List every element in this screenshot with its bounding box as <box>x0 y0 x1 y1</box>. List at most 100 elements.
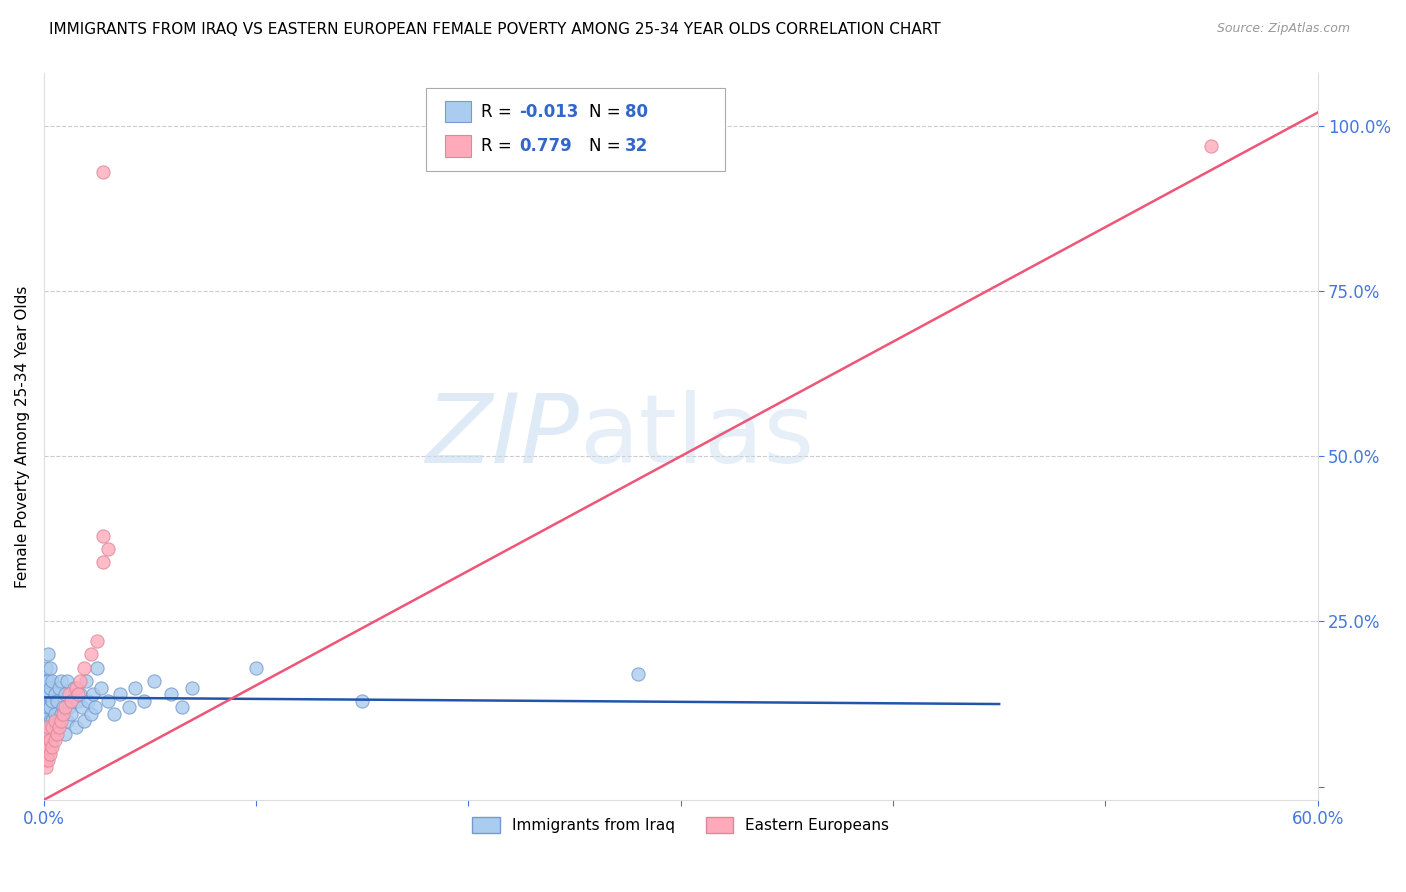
Point <box>37 720 59 734</box>
Point <box>79 706 101 721</box>
Point <box>37 739 59 754</box>
Text: N =: N = <box>589 103 626 120</box>
Point <box>32 700 55 714</box>
Point <box>35 760 58 774</box>
Point <box>66 687 89 701</box>
Point <box>35 700 58 714</box>
Point <box>77 694 100 708</box>
Point <box>132 694 155 708</box>
Point <box>1201 138 1223 153</box>
Text: atlas: atlas <box>579 390 814 483</box>
Point <box>41 739 63 754</box>
Point <box>39 681 62 695</box>
Point <box>86 661 108 675</box>
Point <box>41 720 63 734</box>
Text: -0.013: -0.013 <box>519 103 578 120</box>
Point <box>53 700 76 714</box>
Point <box>39 747 62 761</box>
Point <box>37 700 59 714</box>
Point <box>352 694 374 708</box>
Point <box>181 681 204 695</box>
Point <box>53 687 76 701</box>
Point <box>75 673 97 688</box>
Point <box>41 694 63 708</box>
Point <box>124 681 146 695</box>
Point <box>37 648 59 662</box>
Point <box>32 681 55 695</box>
Point <box>37 706 59 721</box>
Point <box>66 694 89 708</box>
Point <box>35 687 58 701</box>
Point <box>37 733 59 747</box>
Point <box>32 673 55 688</box>
Point <box>45 694 67 708</box>
Point <box>69 673 91 688</box>
Point <box>44 733 66 747</box>
Point <box>32 753 55 767</box>
Point <box>44 687 66 701</box>
Point <box>170 700 193 714</box>
Point <box>48 714 70 728</box>
Point <box>97 694 120 708</box>
Point <box>35 694 58 708</box>
Point <box>39 733 62 747</box>
Point <box>39 714 62 728</box>
Point <box>39 661 62 675</box>
Text: R =: R = <box>481 136 517 154</box>
Point <box>73 714 96 728</box>
Legend: Immigrants from Iraq, Eastern Europeans: Immigrants from Iraq, Eastern Europeans <box>467 811 896 839</box>
Point <box>58 687 80 701</box>
Point <box>35 714 58 728</box>
Point <box>32 720 55 734</box>
Point <box>39 727 62 741</box>
Point <box>39 739 62 754</box>
Point <box>49 673 72 688</box>
Point <box>35 739 58 754</box>
Point <box>65 720 87 734</box>
Point <box>83 700 105 714</box>
Point <box>103 706 125 721</box>
Point <box>32 714 55 728</box>
Text: ZIP: ZIP <box>425 390 579 483</box>
Point <box>143 673 166 688</box>
Point <box>35 727 58 741</box>
Point <box>56 714 79 728</box>
Point <box>37 673 59 688</box>
Point <box>35 753 58 767</box>
Point <box>49 714 72 728</box>
Text: IMMIGRANTS FROM IRAQ VS EASTERN EUROPEAN FEMALE POVERTY AMONG 25-34 YEAR OLDS CO: IMMIGRANTS FROM IRAQ VS EASTERN EUROPEAN… <box>49 22 941 37</box>
Point <box>35 673 58 688</box>
Point <box>56 673 79 688</box>
Point <box>32 687 55 701</box>
Point <box>52 706 75 721</box>
Point <box>48 720 70 734</box>
Text: 32: 32 <box>624 136 648 154</box>
Point <box>70 700 93 714</box>
Point <box>45 727 67 741</box>
Point <box>60 694 83 708</box>
Point <box>32 694 55 708</box>
FancyBboxPatch shape <box>426 87 725 171</box>
Point <box>60 706 83 721</box>
Point <box>53 727 76 741</box>
Point <box>32 747 55 761</box>
Point <box>32 733 55 747</box>
Point <box>35 727 58 741</box>
Point <box>32 706 55 721</box>
Point <box>44 727 66 741</box>
Point <box>49 706 72 721</box>
Point <box>62 681 84 695</box>
Point <box>86 634 108 648</box>
Point <box>39 700 62 714</box>
Point <box>37 687 59 701</box>
Point <box>91 165 114 179</box>
Point <box>44 714 66 728</box>
Text: N =: N = <box>589 136 626 154</box>
Point <box>41 714 63 728</box>
Point <box>41 673 63 688</box>
FancyBboxPatch shape <box>446 135 471 157</box>
Point <box>245 661 267 675</box>
Text: Source: ZipAtlas.com: Source: ZipAtlas.com <box>1216 22 1350 36</box>
Point <box>69 687 91 701</box>
FancyBboxPatch shape <box>446 101 471 122</box>
